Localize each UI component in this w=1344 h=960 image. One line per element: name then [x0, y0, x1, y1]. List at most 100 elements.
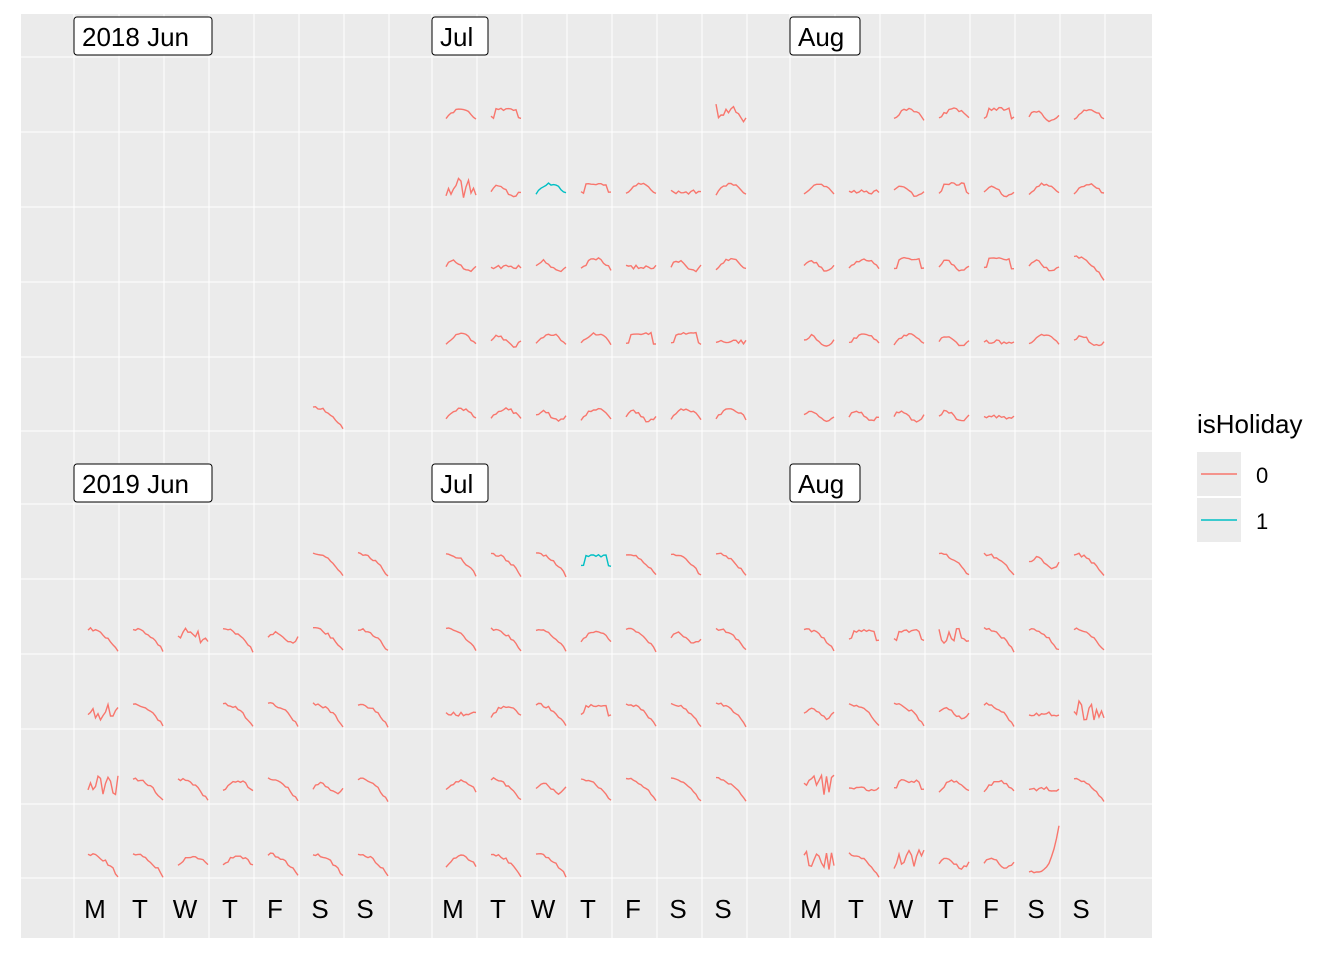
day-sparkline [625, 182, 657, 195]
day-sparkline [357, 627, 389, 651]
day-sparkline [132, 777, 164, 801]
legend: isHoliday 0 1 [1197, 409, 1303, 542]
day-sparkline [848, 628, 880, 642]
month-label: Aug [798, 22, 844, 52]
day-sparkline [445, 854, 477, 868]
day-sparkline [357, 703, 389, 728]
day-sparkline [983, 106, 1015, 120]
day-sparkline [625, 409, 657, 423]
day-sparkline [535, 552, 567, 578]
day-sparkline [670, 631, 702, 644]
day-sparkline [490, 407, 522, 419]
day-sparkline [1073, 255, 1105, 281]
day-sparkline [132, 627, 164, 652]
day-sparkline [848, 852, 880, 878]
day-sparkline [222, 628, 254, 653]
day-sparkline [1028, 110, 1060, 123]
day-sparkline [490, 334, 522, 348]
day-sparkline [87, 774, 119, 796]
month-label-box [431, 16, 489, 56]
day-sparkline [222, 702, 254, 727]
day-sparkline [670, 408, 702, 421]
day-sparkline [490, 627, 522, 652]
day-sparkline [848, 410, 880, 422]
day-sparkline [267, 852, 299, 876]
day-sparkline [267, 630, 299, 644]
day-sparkline [983, 339, 1015, 345]
day-sparkline [490, 853, 522, 878]
day-sparkline [938, 409, 970, 422]
weekday-label: F [983, 894, 999, 924]
month-label-box [431, 463, 489, 503]
day-sparkline [267, 777, 299, 802]
day-sparkline [1028, 627, 1060, 651]
weekday-label: T [848, 894, 864, 924]
day-sparkline [580, 703, 612, 717]
day-sparkline [893, 256, 925, 270]
day-sparkline [357, 551, 389, 577]
day-sparkline [535, 333, 567, 345]
day-sparkline [983, 779, 1015, 793]
day-sparkline [490, 264, 522, 270]
weekday-label: F [267, 894, 283, 924]
day-sparkline [312, 702, 344, 728]
month-label: Jul [440, 22, 473, 52]
day-sparkline [132, 703, 164, 727]
day-sparkline [625, 264, 657, 270]
day-sparkline [312, 552, 344, 577]
weekday-label: S [356, 894, 373, 924]
day-sparkline [535, 702, 567, 726]
day-sparkline [625, 703, 657, 727]
day-sparkline [177, 855, 209, 866]
day-sparkline [490, 705, 522, 718]
day-sparkline [445, 553, 477, 577]
month-label: Aug [798, 469, 844, 499]
day-sparkline [715, 182, 747, 196]
day-sparkline [87, 701, 119, 722]
day-sparkline [87, 853, 119, 878]
day-sparkline [1073, 334, 1105, 347]
day-sparkline [445, 407, 477, 420]
day-sparkline [1028, 555, 1060, 570]
day-sparkline [670, 777, 702, 802]
day-sparkline [938, 779, 970, 793]
day-sparkline [312, 853, 344, 877]
day-sparkline [625, 777, 657, 801]
day-sparkline [87, 626, 119, 652]
weekday-label: T [580, 894, 596, 924]
weekday-label: T [222, 894, 238, 924]
day-sparkline [312, 405, 344, 430]
day-sparkline [715, 103, 747, 123]
day-sparkline [625, 627, 657, 653]
weekday-label: T [132, 894, 148, 924]
day-sparkline [1073, 182, 1105, 195]
day-sparkline [490, 776, 522, 801]
day-sparkline [357, 777, 389, 802]
day-sparkline [938, 627, 970, 645]
day-sparkline [1028, 259, 1060, 272]
day-sparkline [938, 706, 970, 720]
day-sparkline [715, 408, 747, 421]
day-sparkline [983, 257, 1015, 270]
day-sparkline [848, 189, 880, 195]
month-label-box [73, 463, 213, 503]
day-sparkline [535, 782, 567, 796]
month-label-box [789, 16, 861, 56]
day-sparkline [893, 332, 925, 346]
day-sparkline [1028, 825, 1060, 874]
day-sparkline [580, 630, 612, 643]
weekday-label: W [531, 894, 556, 924]
weekday-label: F [625, 894, 641, 924]
day-sparkline [938, 107, 970, 119]
day-sparkline [938, 259, 970, 272]
day-sparkline [490, 107, 522, 120]
day-sparkline [803, 707, 835, 721]
day-sparkline [445, 627, 477, 651]
day-sparkline [803, 410, 835, 423]
day-sparkline [580, 553, 612, 567]
day-sparkline [357, 853, 389, 877]
day-sparkline [580, 331, 612, 346]
day-sparkline [715, 776, 747, 802]
day-sparkline [445, 779, 477, 793]
